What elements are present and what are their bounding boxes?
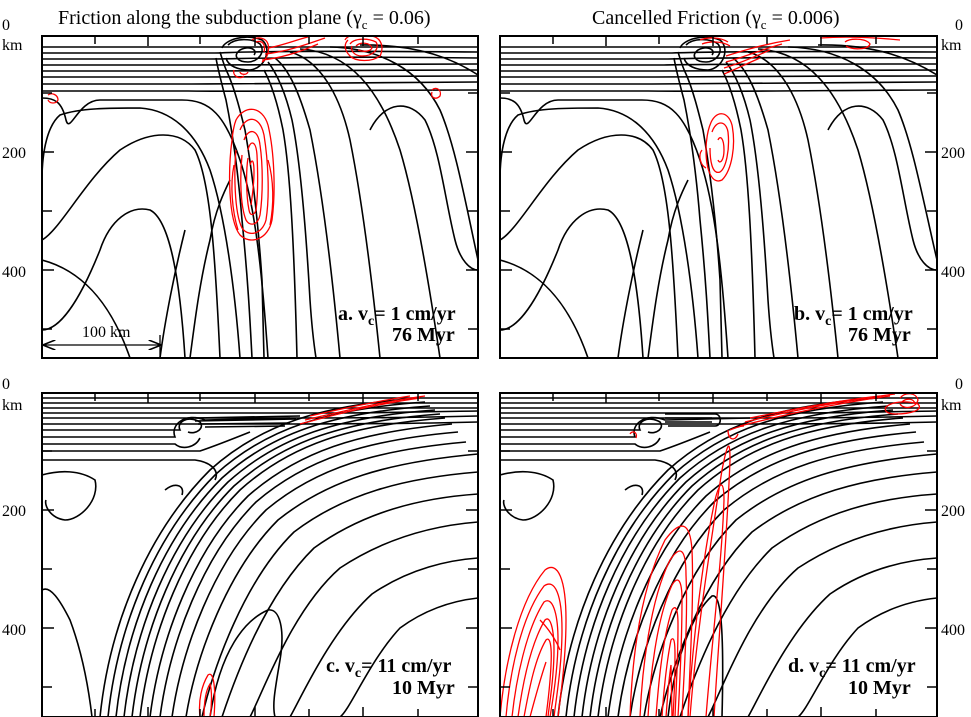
panel-c-frame — [41, 392, 479, 717]
axis-unit-top-right: km — [941, 37, 962, 54]
scale-bar-label: 100 km — [82, 324, 131, 341]
title-left: Friction along the subduction plane (γc … — [58, 7, 431, 32]
panel-b-label: b. vc= 1 cm/yr — [794, 303, 913, 329]
panel-a-ticks — [41, 36, 478, 330]
axis-zero-bottom-left: 0 — [2, 376, 10, 393]
axis-200-bottom-left: 200 — [2, 503, 26, 520]
panel-b: b. vc= 1 cm/yr 76 Myr — [499, 35, 938, 359]
title-right: Cancelled Friction (γc = 0.006) — [592, 7, 840, 32]
panel-b-ticks — [499, 36, 937, 330]
panel-a-isotherms — [42, 36, 478, 358]
axis-400-top-left: 400 — [2, 264, 26, 281]
axis-zero-top-right: 0 — [955, 17, 963, 34]
panel-a-frame — [41, 35, 479, 359]
panel-a-label: a. vc= 1 cm/yr — [338, 303, 456, 329]
panel-c-label: c. vc= 11 cm/yr — [326, 655, 451, 681]
axis-400-bottom-left: 400 — [2, 622, 26, 639]
panel-d-strain-rate — [500, 393, 921, 717]
axis-200-top-right: 200 — [941, 145, 965, 162]
panel-d: d. vc= 11 cm/yr 10 Myr — [499, 392, 938, 717]
panel-d-frame — [499, 392, 938, 717]
axis-zero-top-left: 0 — [2, 17, 10, 34]
panel-b-age: 76 Myr — [848, 324, 911, 346]
axis-unit-top-left: km — [2, 37, 23, 54]
axis-unit-bottom-left: km — [2, 397, 23, 414]
axis-200-bottom-right: 200 — [941, 503, 965, 520]
panel-d-age: 10 Myr — [848, 677, 911, 699]
axis-zero-bottom-right: 0 — [955, 376, 963, 393]
axis-200-top-left: 200 — [2, 145, 26, 162]
panel-d-ticks — [500, 393, 937, 717]
panel-a-age: 76 Myr — [392, 324, 455, 346]
panel-c-ticks — [42, 393, 478, 717]
panel-c: c. vc= 11 cm/yr 10 Myr — [41, 392, 479, 717]
panel-b-strain-rate — [699, 36, 901, 182]
panel-c-strain-rate — [198, 395, 426, 717]
axis-400-top-right: 400 — [941, 264, 965, 281]
panel-b-isotherms — [500, 36, 937, 358]
panel-c-isotherms — [42, 397, 478, 717]
axis-400-bottom-right: 400 — [941, 622, 965, 639]
panel-b-frame — [499, 35, 938, 359]
panel-a-strain-rate — [47, 36, 442, 241]
axis-unit-bottom-right: km — [941, 397, 962, 414]
panel-d-label: d. vc= 11 cm/yr — [788, 655, 916, 681]
panel-c-age: 10 Myr — [392, 677, 455, 699]
panel-a: 100 km a. vc= 1 cm/yr 76 Myr — [41, 35, 479, 359]
